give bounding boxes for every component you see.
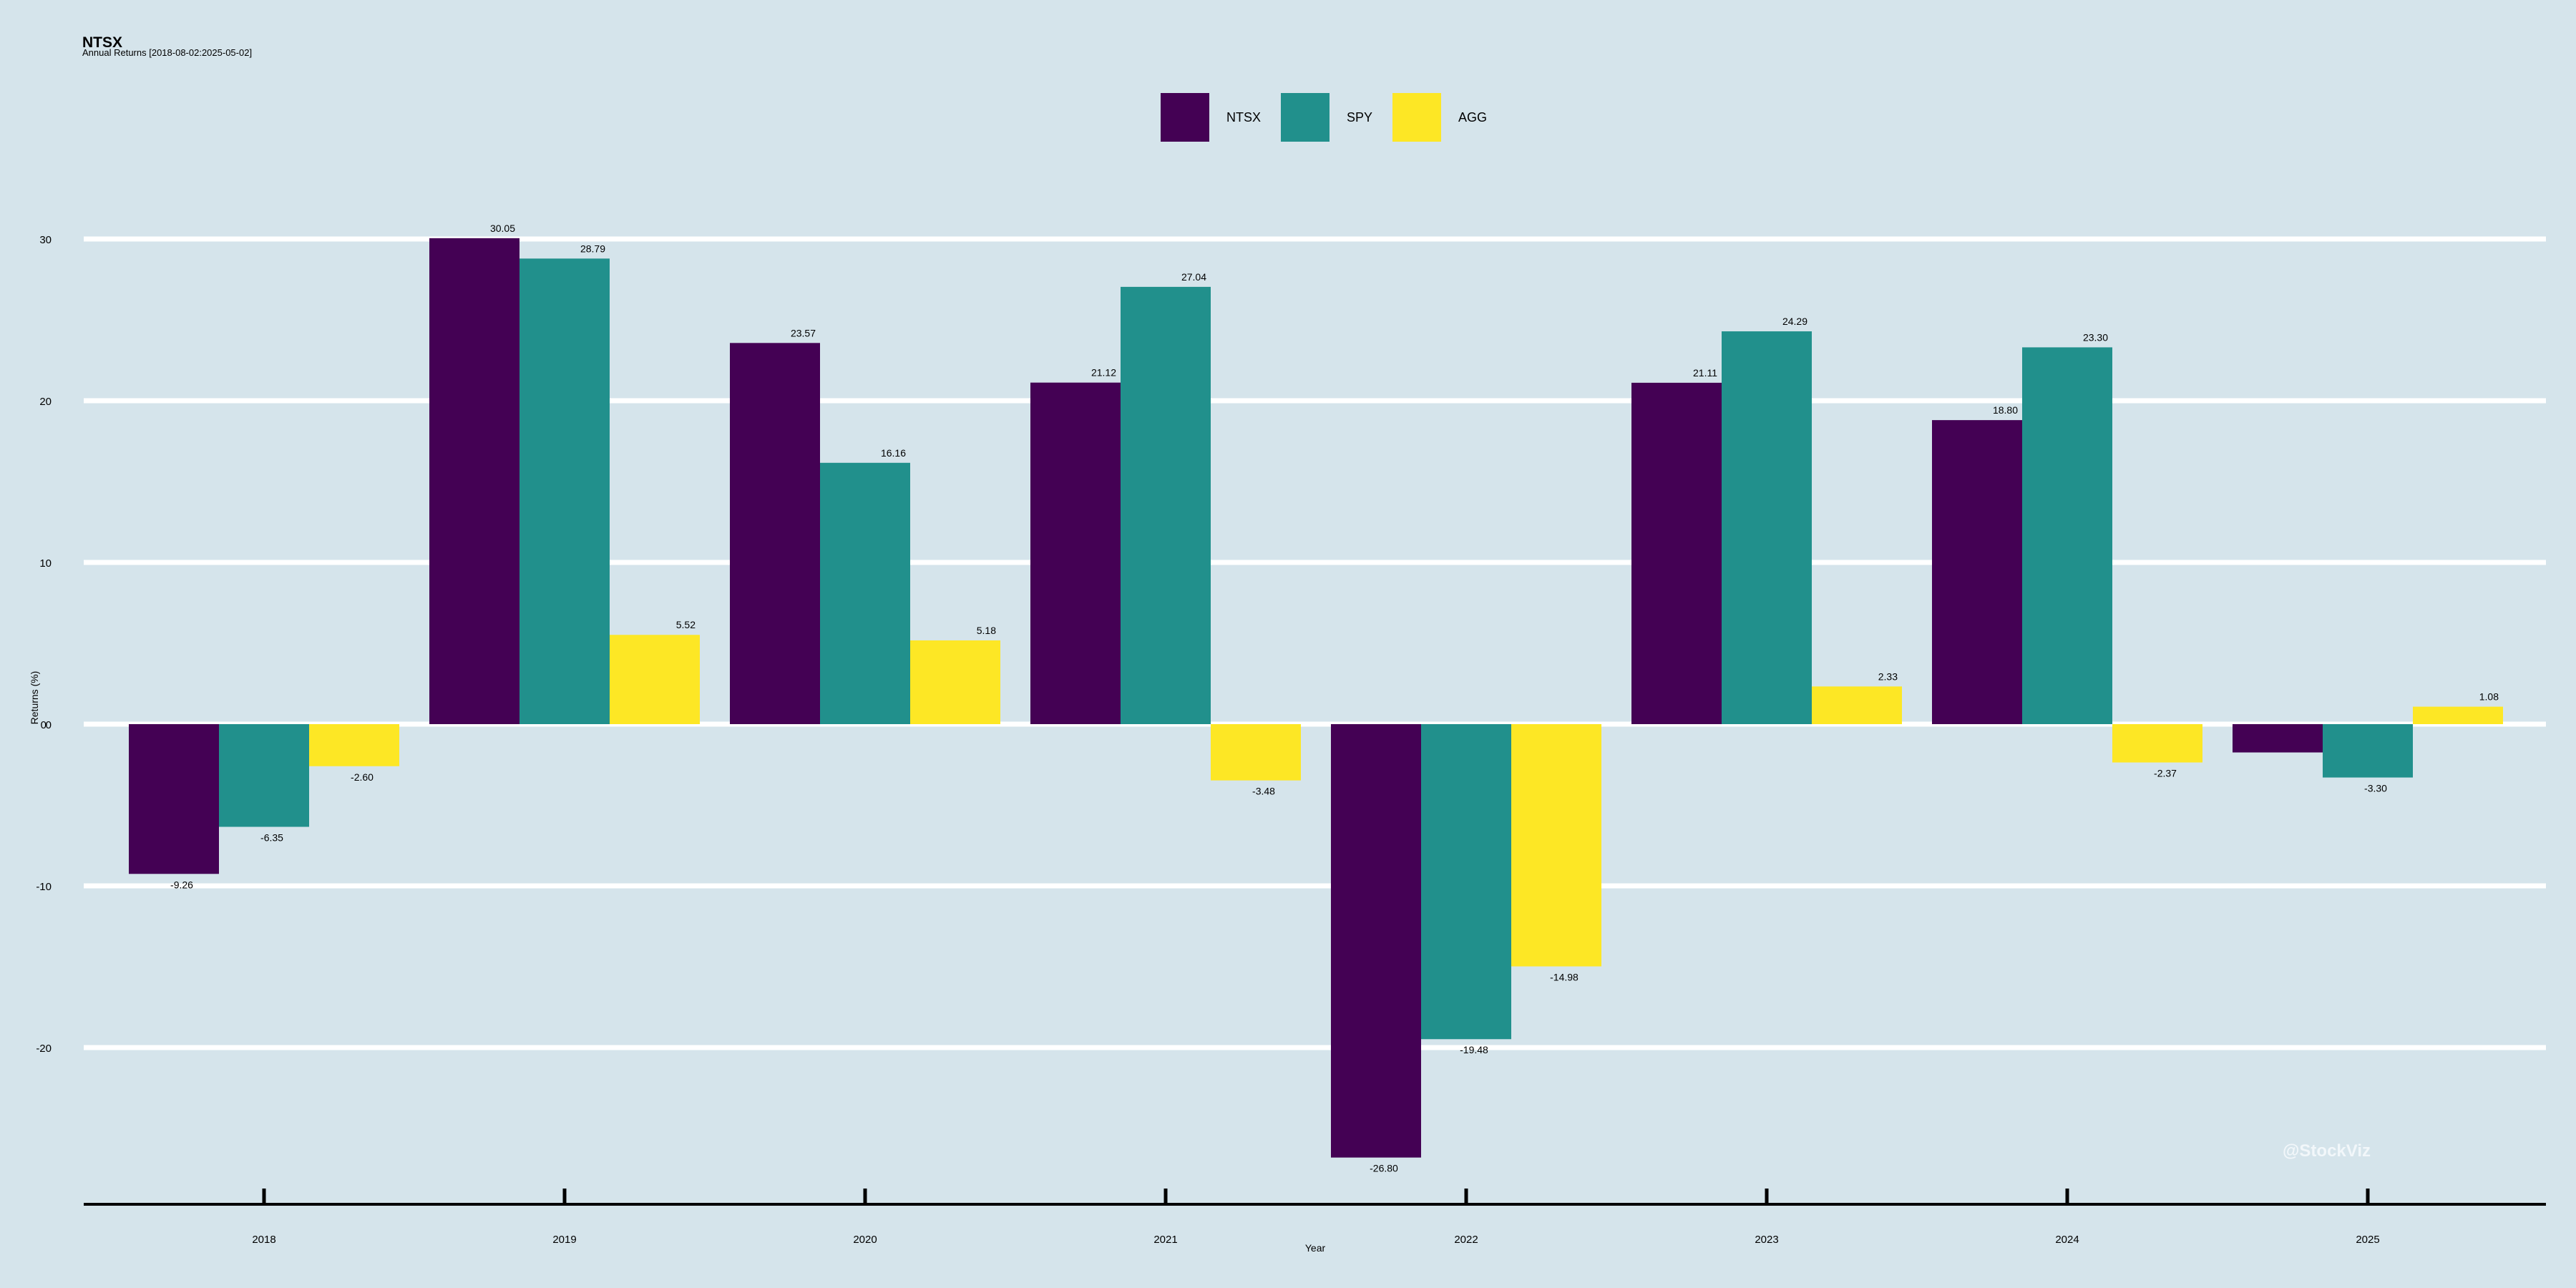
bar-agg-2019 (610, 635, 700, 724)
data-label: 28.79 (580, 243, 605, 254)
bar-agg-2024 (2112, 724, 2202, 763)
data-label: 21.11 (1693, 367, 1717, 379)
data-label: 23.30 (2083, 331, 2108, 343)
legend-item-spy: SPY (1281, 93, 1392, 142)
bar-ntsx-2019 (429, 238, 519, 724)
x-tick-label: 2019 (552, 1234, 576, 1246)
bar-spy-2025 (2323, 724, 2413, 778)
data-label: 5.52 (676, 619, 696, 630)
data-label: -3.48 (1252, 786, 1275, 797)
x-tick-label: 2024 (2055, 1234, 2079, 1246)
x-tick-label: 2025 (2356, 1234, 2379, 1246)
data-label: 1.08 (2479, 691, 2499, 703)
bar-ntsx-2021 (1030, 382, 1121, 724)
chart-subtitle: Annual Returns [2018-08-02:2025-05-02] (82, 47, 253, 58)
bar-spy-2021 (1121, 286, 1211, 724)
chart-title: NTSX (82, 34, 123, 51)
bar-ntsx-2018 (129, 724, 219, 874)
y-tick-label: 0 (46, 719, 52, 731)
y-tick-label: -20 (36, 1043, 52, 1055)
bar-agg-2025 (2413, 706, 2503, 724)
data-label: -2.60 (351, 771, 374, 783)
bar-agg-2021 (1211, 724, 1301, 781)
bar-spy-2023 (1722, 331, 1812, 724)
y-axis-label: Returns (%) (29, 670, 40, 725)
data-label: -2.37 (2154, 768, 2177, 779)
y-tick-label: 10 (39, 557, 52, 570)
x-tick-label: 2023 (1755, 1234, 1778, 1246)
data-label: 18.80 (1993, 404, 2018, 416)
bar-ntsx-2022 (1331, 724, 1421, 1158)
data-label: 23.57 (791, 327, 816, 338)
data-label: -19.48 (1460, 1044, 1488, 1055)
data-label: 30.05 (490, 223, 515, 234)
bar-agg-2022 (1511, 724, 1601, 967)
bar-spy-2024 (2022, 347, 2112, 724)
data-label: 2.33 (1878, 670, 1898, 682)
bar-ntsx-2024 (1932, 420, 2022, 724)
x-tick-label: 2022 (1454, 1234, 1478, 1246)
bar-agg-2018 (309, 724, 399, 766)
data-label: 16.16 (881, 447, 906, 459)
x-tick-label: 2021 (1153, 1234, 1177, 1246)
data-label: 21.12 (1091, 367, 1116, 379)
legend-label-ntsx: NTSX (1226, 109, 1262, 125)
data-label: -9.26 (170, 879, 193, 890)
data-label: 24.29 (1782, 316, 1807, 327)
legend-label-spy: SPY (1347, 109, 1373, 125)
data-label: -6.35 (260, 832, 283, 844)
y-tick-label: 30 (39, 234, 52, 246)
data-label: 5.18 (977, 625, 996, 636)
y-tick-label: 0 (41, 719, 47, 731)
bar-agg-2023 (1812, 686, 1902, 724)
watermark: @StockViz (2283, 1141, 2371, 1161)
bar-ntsx-2025 (2233, 724, 2323, 753)
data-label: -14.98 (1550, 972, 1579, 983)
y-tick-label: 20 (39, 396, 52, 408)
legend-item-agg: AGG (1392, 93, 1507, 142)
legend-item-ntsx: NTSX (1161, 93, 1281, 142)
bar-ntsx-2020 (730, 343, 820, 724)
data-label: -26.80 (1370, 1163, 1398, 1174)
legend-swatch-spy (1281, 93, 1330, 142)
data-label: -3.30 (2364, 783, 2387, 794)
bar-ntsx-2023 (1631, 382, 1722, 724)
legend-label-agg: AGG (1458, 109, 1488, 125)
x-tick-label: 2020 (853, 1234, 877, 1246)
bar-spy-2019 (519, 258, 610, 724)
legend: NTSX SPY AGG (1161, 93, 1507, 142)
bar-spy-2020 (820, 462, 910, 724)
bar-spy-2018 (219, 724, 309, 827)
legend-swatch-ntsx (1161, 93, 1209, 142)
legend-swatch-agg (1392, 93, 1442, 142)
bar-spy-2022 (1421, 724, 1511, 1040)
y-tick-label: -10 (36, 881, 52, 893)
x-tick-label: 2018 (252, 1234, 275, 1246)
bar-agg-2020 (910, 640, 1000, 724)
x-axis-label: Year (1304, 1242, 1326, 1254)
data-label: 27.04 (1181, 271, 1206, 283)
